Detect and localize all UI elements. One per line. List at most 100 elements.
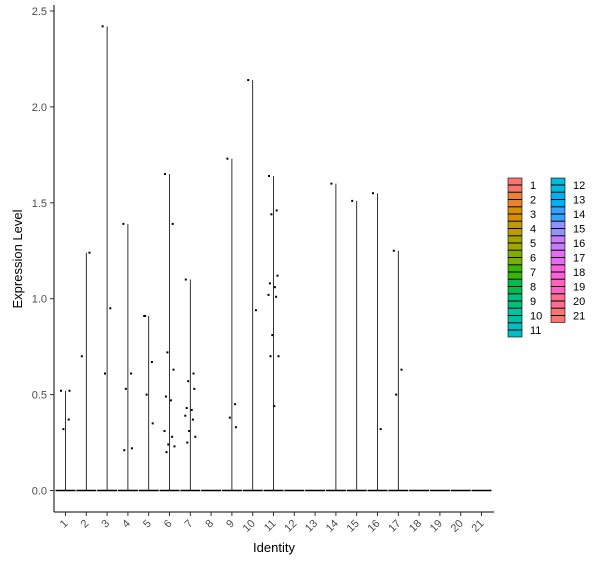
data-point — [144, 314, 147, 317]
data-point — [101, 25, 104, 28]
x-tick-label: 21 — [469, 518, 486, 535]
x-tick-label: 9 — [224, 518, 237, 531]
data-point — [379, 428, 382, 431]
legend-label: 4 — [530, 224, 536, 236]
legend-item: 18 — [550, 264, 585, 280]
data-point — [186, 441, 189, 444]
x-tick-label: 18 — [407, 518, 424, 535]
legend-label: 7 — [530, 267, 536, 279]
legend-item: 3 — [507, 206, 536, 222]
data-point — [124, 387, 127, 390]
x-ticks: 1 2 3 4 5 6 7 8 9 10 11 12 13 14 15 16 17 18 19 20 21 — [58, 512, 487, 535]
violin-group — [159, 173, 180, 492]
legend-item: 9 — [507, 293, 536, 309]
legend-item: 10 — [507, 308, 542, 323]
legend-label: 5 — [530, 238, 536, 250]
legend-item: 6 — [507, 250, 536, 265]
legend-item: 11 — [507, 322, 541, 338]
y-tick-label: 0.5 — [32, 390, 47, 402]
legend-label: 14 — [573, 209, 585, 221]
data-point — [122, 222, 125, 225]
legend-label: 11 — [530, 325, 541, 337]
x-axis-title: Identity — [253, 540, 295, 555]
legend-label: 9 — [530, 296, 536, 308]
data-point — [151, 422, 154, 425]
x-tick-label: 14 — [324, 518, 341, 535]
data-point — [60, 389, 62, 392]
data-point — [164, 395, 167, 398]
data-point — [271, 334, 274, 337]
y-ticks: 0.0 0.5 1.0 1.5 2.0 2.5 — [32, 6, 54, 498]
x-tick-label: 15 — [345, 518, 362, 535]
data-point — [88, 251, 91, 254]
data-point — [330, 182, 333, 185]
data-point — [167, 443, 170, 446]
data-point — [164, 173, 166, 176]
violin-group — [346, 199, 367, 492]
data-point — [193, 387, 196, 390]
legend-item: 16 — [550, 235, 585, 251]
data-point — [269, 355, 272, 358]
legend-label: 3 — [530, 209, 536, 221]
violin-group — [138, 314, 159, 492]
legend-label: 21 — [573, 311, 585, 323]
x-tick-label: 13 — [303, 518, 320, 535]
data-point — [104, 372, 106, 375]
violin-group — [263, 174, 284, 492]
legend-item: 4 — [507, 221, 536, 236]
legend-item: 7 — [507, 264, 536, 280]
data-point — [275, 209, 278, 212]
legend-label: 10 — [530, 311, 542, 323]
data-point — [67, 418, 70, 421]
data-point — [169, 399, 172, 402]
x-tick-label: 1 — [58, 518, 71, 531]
data-point — [273, 286, 276, 289]
x-tick-label: 19 — [428, 518, 445, 535]
data-point — [268, 282, 271, 285]
violin-group — [180, 278, 201, 492]
x-tick-label: 20 — [449, 518, 466, 535]
y-axis-title: Expression Level — [10, 209, 25, 308]
legend-label: 6 — [530, 253, 536, 265]
data-point — [267, 293, 270, 296]
x-tick-label: 10 — [241, 518, 258, 535]
legend-label: 19 — [573, 282, 585, 294]
legend-item: 1 — [507, 177, 536, 193]
data-point — [173, 445, 176, 448]
axes — [53, 5, 494, 513]
legend-item: 13 — [550, 192, 585, 207]
data-point — [275, 295, 278, 298]
data-point — [150, 360, 153, 363]
data-point — [185, 407, 188, 410]
legend-item: 2 — [507, 192, 536, 207]
data-point — [351, 199, 354, 202]
violin-group — [242, 79, 263, 492]
plot-area — [55, 25, 492, 492]
legend-label: 16 — [573, 238, 585, 250]
legend-item: 8 — [507, 279, 536, 294]
data-point — [395, 393, 398, 396]
data-point — [165, 451, 168, 454]
legend-item: 5 — [507, 235, 536, 251]
data-point — [187, 380, 190, 383]
legend-label: 12 — [573, 180, 585, 192]
x-tick-label: 12 — [282, 518, 299, 535]
violin-group — [221, 157, 242, 492]
y-tick-label: 2.0 — [32, 102, 47, 114]
data-point — [130, 372, 133, 375]
data-point — [191, 418, 194, 421]
violin-group — [388, 249, 409, 492]
data-point — [400, 368, 403, 371]
data-point — [234, 403, 237, 406]
violin-group — [97, 25, 118, 492]
data-point — [184, 414, 187, 417]
violin-group — [117, 222, 138, 492]
x-tick-label: 6 — [162, 518, 175, 531]
data-point — [277, 355, 280, 358]
data-point — [228, 416, 231, 419]
legend-item: 17 — [550, 250, 585, 265]
x-tick-label: 3 — [99, 518, 112, 531]
data-point — [254, 309, 257, 312]
